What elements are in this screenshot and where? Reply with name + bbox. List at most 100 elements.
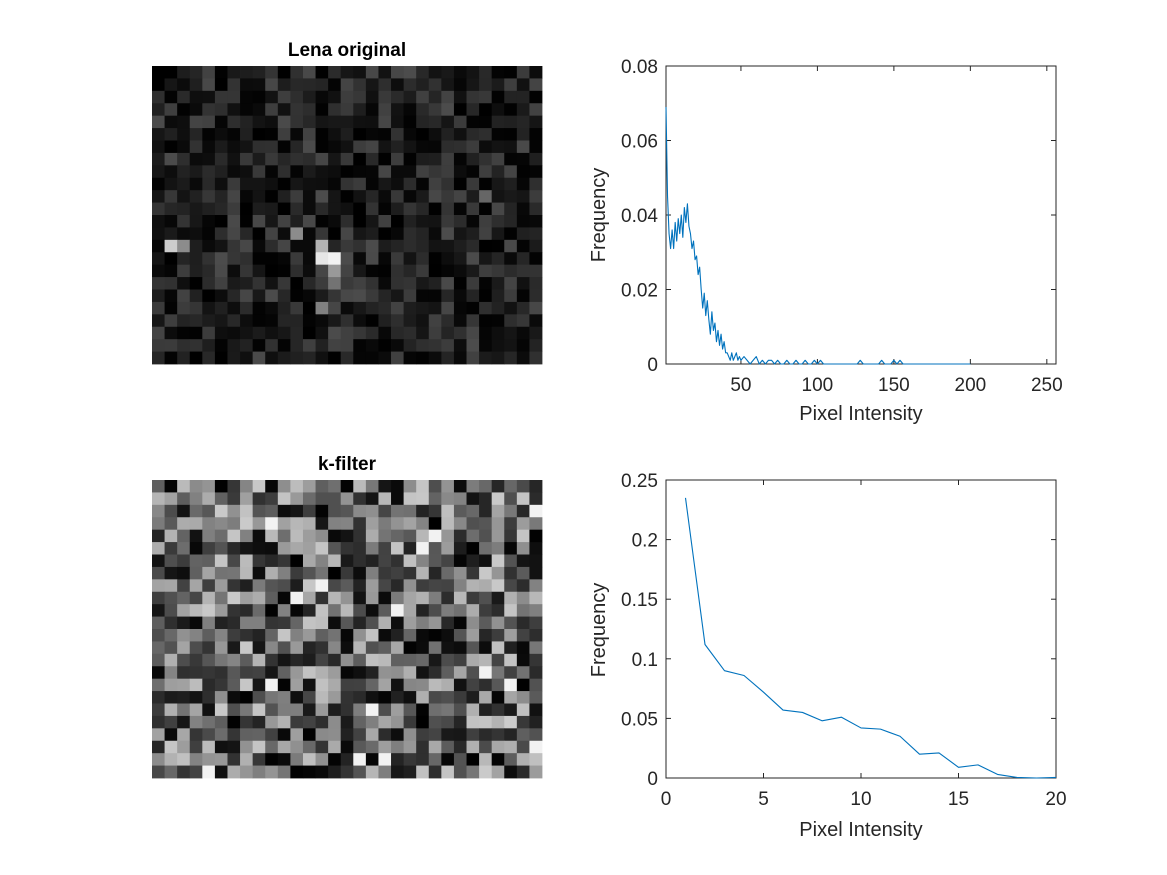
image-pixel — [340, 504, 354, 518]
image-pixel — [479, 728, 493, 742]
image-pixel — [391, 604, 405, 617]
image-pixel — [302, 492, 316, 506]
image-pixel — [466, 641, 480, 655]
image-pixel — [227, 202, 241, 216]
image-pixel — [353, 252, 367, 266]
image-pixel — [353, 566, 367, 580]
image-pixel — [416, 202, 430, 216]
image-pixel — [504, 339, 518, 352]
image-pixel — [277, 529, 291, 543]
image-pixel — [516, 239, 530, 253]
image-pixel — [227, 691, 241, 704]
image-pixel — [290, 339, 304, 352]
image-pixel — [516, 227, 530, 241]
image-pixel — [365, 128, 379, 141]
image-pixel — [240, 591, 254, 605]
image-pixel — [177, 629, 191, 642]
image-pixel — [302, 66, 316, 79]
image-pixel — [365, 765, 379, 779]
image-pixel — [240, 666, 254, 680]
image-pixel — [240, 517, 254, 531]
image-pixel — [328, 177, 342, 191]
image-pixel — [479, 753, 493, 766]
image-pixel — [365, 715, 379, 729]
image-pixel — [504, 765, 518, 779]
image-pixel — [315, 326, 329, 340]
image-pixel — [277, 264, 291, 278]
image-pixel — [353, 165, 367, 179]
image-pixel — [340, 517, 354, 531]
image-pixel — [353, 666, 367, 680]
image-pixel — [529, 591, 543, 605]
image-pixel — [214, 554, 228, 568]
image-pixel — [403, 177, 417, 191]
y-tick-label: 0.02 — [621, 281, 658, 302]
image-pixel — [416, 215, 430, 228]
image-pixel — [504, 90, 518, 104]
image-pixel — [214, 529, 228, 543]
image-pixel — [189, 480, 203, 493]
image-pixel — [340, 604, 354, 617]
image-pixel — [202, 140, 216, 154]
image-pixel — [189, 289, 203, 303]
image-pixel — [315, 629, 329, 642]
image-pixel — [202, 765, 216, 779]
series-line — [684, 497, 1057, 779]
image-pixel — [328, 753, 342, 766]
image-pixel — [252, 128, 266, 141]
image-pixel — [189, 740, 203, 754]
image-pixel — [529, 289, 543, 303]
image-pixel — [516, 554, 530, 568]
image-pixel — [302, 554, 316, 568]
image-pixel — [416, 115, 430, 129]
image-pixel — [265, 289, 279, 303]
image-pixel — [453, 289, 467, 303]
image-pixel — [214, 641, 228, 655]
image-pixel — [453, 629, 467, 642]
image-pixel — [164, 152, 178, 166]
image-pixel — [315, 252, 329, 266]
image-pixel — [479, 579, 493, 593]
image-pixel — [504, 152, 518, 166]
image-pixel — [365, 140, 379, 154]
image-pixel — [403, 289, 417, 303]
image-pixel — [252, 715, 266, 729]
image-pixel — [189, 529, 203, 543]
image-pixel — [227, 629, 241, 642]
image-pixel — [214, 103, 228, 117]
image-pixel — [189, 579, 203, 593]
image-pixel — [265, 653, 279, 667]
image-pixel — [516, 629, 530, 642]
x-tick-label: 50 — [730, 375, 751, 396]
image-pixel — [504, 703, 518, 717]
image-pixel — [315, 753, 329, 766]
image-pixel — [365, 339, 379, 352]
image-pixel — [152, 239, 165, 253]
image-pixel — [152, 579, 165, 593]
image-pixel — [353, 691, 367, 704]
image-pixel — [227, 301, 241, 315]
image-pixel — [202, 202, 216, 216]
image-pixel — [453, 504, 467, 518]
image-pixel — [227, 252, 241, 266]
image-pixel — [328, 653, 342, 667]
image-pixel — [516, 715, 530, 729]
image-pixel — [529, 740, 543, 754]
image-pixel — [315, 165, 329, 179]
image-pixel — [441, 326, 455, 340]
image-pixel — [453, 492, 467, 506]
image-pixel — [152, 264, 165, 278]
image-pixel — [516, 504, 530, 518]
image-pixel — [227, 492, 241, 506]
image-pixel — [365, 277, 379, 290]
image-pixel — [277, 128, 291, 141]
x-tick-label: 10 — [850, 789, 871, 810]
image-pixel — [252, 566, 266, 580]
image-pixel — [265, 326, 279, 340]
image-pixel — [152, 666, 165, 680]
image-pixel — [453, 653, 467, 667]
image-pixel — [428, 66, 442, 79]
image-pixel — [164, 165, 178, 179]
image-pixel — [453, 152, 467, 166]
image-pixel — [504, 616, 518, 630]
